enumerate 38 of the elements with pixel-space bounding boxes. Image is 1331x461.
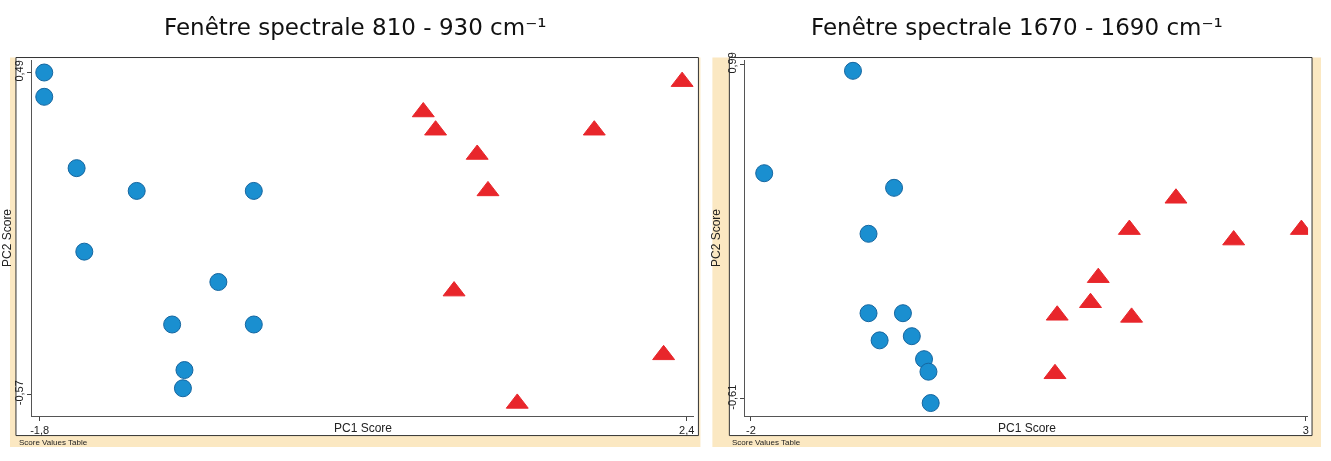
y-tick-label: 0,49: [12, 60, 25, 82]
point: [173, 379, 192, 398]
point: [885, 178, 904, 197]
y-tick-label: -0,57: [12, 380, 25, 406]
x-axis-title: PC1 Score: [998, 421, 1057, 435]
point: [476, 180, 500, 197]
point: [35, 87, 54, 106]
point: [921, 394, 940, 413]
y-axis-title: PC2 Score: [0, 208, 14, 267]
text: Score Values Table: [732, 438, 801, 447]
point: [755, 164, 774, 183]
point: [411, 101, 435, 118]
point: [244, 181, 263, 200]
point: [870, 331, 889, 350]
point: [893, 304, 912, 323]
point: [859, 224, 878, 243]
y-axis-title: PC2 Score: [709, 208, 724, 267]
point: [859, 304, 878, 323]
point: [209, 273, 228, 291]
chart-title: Fenêtre spectrale 810 - 930 cm⁻¹: [164, 14, 547, 40]
x-axis-title: PC1 Score: [334, 421, 393, 435]
chart-title: Fenêtre spectrale 1670 - 1690 cm⁻¹: [811, 14, 1223, 40]
point: [163, 315, 182, 334]
point: [127, 181, 146, 200]
x-tick-label: -1,8: [30, 423, 50, 436]
point: [175, 361, 194, 380]
point: [75, 242, 94, 261]
point: [902, 327, 921, 346]
x-tick-label: 2,4: [679, 423, 695, 436]
point: [67, 159, 86, 178]
text: Score Values Table: [19, 438, 88, 447]
x-tick-label: 3: [1302, 423, 1309, 436]
point: [244, 315, 263, 334]
point: [843, 61, 862, 80]
point: [919, 362, 938, 381]
x-tick-label: -2: [745, 423, 756, 436]
y-tick-label: 0,99: [725, 52, 738, 74]
y-tick-label: -0,61: [725, 384, 738, 410]
